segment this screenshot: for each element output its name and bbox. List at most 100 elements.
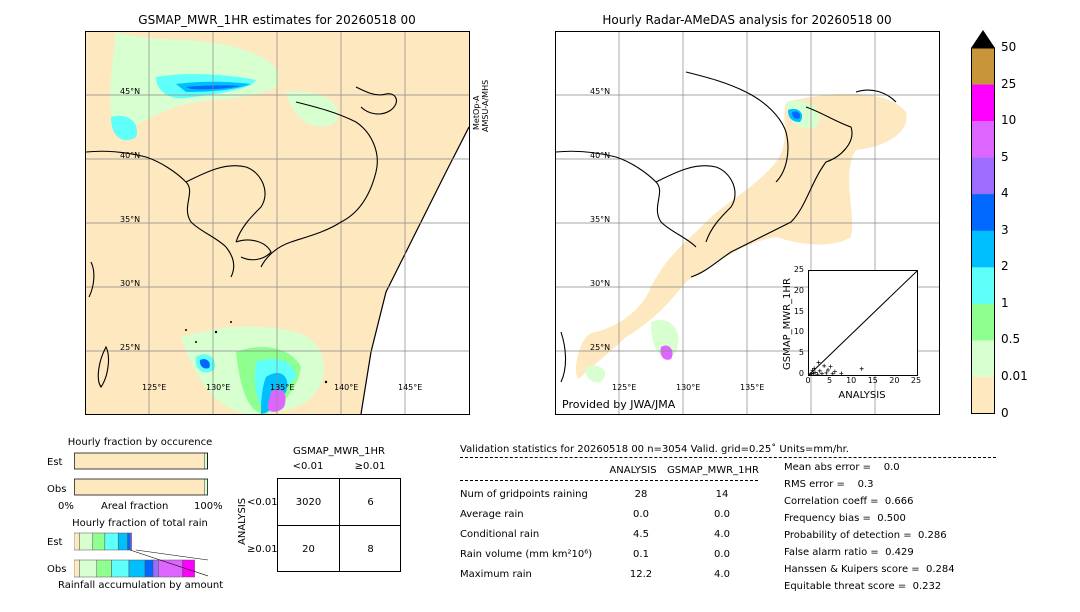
stat-row-analysis: 0.0 [633, 509, 649, 520]
scatter-plot [809, 271, 917, 375]
score-line: Correlation coeff = 0.666 [784, 496, 914, 507]
occurrence-xlabel: Areal fraction [101, 501, 169, 512]
scatter-point [813, 370, 818, 375]
one-to-one-line [809, 271, 917, 375]
colorbar-band [971, 267, 995, 305]
occurrence-chart [73, 452, 209, 497]
left-lat-label: 40°N [120, 151, 141, 160]
contingency-row-header: ≥0.01 [247, 544, 278, 555]
connector-line [129, 549, 209, 577]
occurrence-tick-0: 0% [58, 501, 74, 512]
scatter-point [859, 366, 864, 371]
score-line: Frequency bias = 0.500 [784, 513, 906, 524]
bar-segment [117, 532, 128, 551]
scatter-xtick-label: 10 [846, 376, 857, 385]
bar-segment [204, 452, 208, 470]
colorbar-label: 1 [1001, 295, 1009, 310]
right-lat-label: 30°N [590, 279, 611, 288]
scatter-point [832, 369, 837, 374]
occurrence-est-label: Est [47, 457, 63, 468]
colorbar-label: 0 [1001, 405, 1009, 420]
score-line: False alarm ratio = 0.429 [784, 547, 914, 558]
contingency-col-header: ≥0.01 [354, 461, 386, 472]
right-lon-label: 130°E [676, 383, 701, 392]
scatter-point [839, 371, 844, 375]
score-line: Mean abs error = 0.0 [784, 462, 900, 473]
bar-segment [104, 532, 119, 551]
stat-row-analysis: 4.5 [633, 529, 649, 540]
bar-segment [182, 559, 195, 578]
right-lat-label: 40°N [590, 151, 611, 160]
stat-row-gsmap: 14 [715, 489, 729, 500]
stat-row-label: Average rain [460, 509, 524, 520]
stat-row-gsmap: 0.0 [714, 549, 730, 560]
scatter-point [809, 371, 814, 375]
left-lon-label: 130°E [206, 383, 231, 392]
bar-segment [144, 559, 154, 578]
scatter-point [824, 370, 829, 375]
right-lat-label: 45°N [590, 87, 611, 96]
satellite-label: MetOp-A [472, 95, 481, 130]
occurrence-tick-100: 100% [194, 501, 223, 512]
colorbar-label: 10 [1001, 113, 1017, 128]
colorbar-graphic [971, 30, 995, 414]
bar-segment [111, 559, 130, 578]
left-lat-label: 25°N [120, 343, 141, 352]
colorbar-label: 0.01 [1001, 368, 1028, 383]
bar-segment [128, 559, 146, 578]
right-map: 45°N 40°N 35°N 30°N 25°N 125°E 130°E 135… [555, 31, 940, 415]
colorbar-label: 5 [1001, 149, 1009, 164]
scatter-point [822, 363, 827, 368]
colorbar-extend-arrow [971, 30, 995, 48]
stat-row-gsmap: 4.0 [714, 569, 730, 580]
stat-row-analysis: 12.2 [629, 569, 653, 580]
total-rain-est-label: Est [47, 537, 63, 548]
contingency-cell: 6 [367, 497, 374, 508]
left-map: 45°N 40°N 35°N 30°N 25°N 125°E 130°E 135… [85, 31, 470, 415]
left-lat-label: 30°N [120, 279, 141, 288]
total-rain-obs-label: Obs [47, 564, 67, 575]
stat-row-label: Maximum rain [460, 569, 532, 580]
score-line: Hanssen & Kuipers score = 0.284 [784, 564, 955, 575]
contingency-cell: 20 [302, 544, 315, 555]
colorbar-band [971, 303, 995, 341]
colorbar-band [971, 340, 995, 378]
scatter-plot-area [808, 270, 918, 376]
bar-frame [74, 478, 208, 496]
total-rain-xlabel: Rainfall accumulation by amount [58, 580, 224, 591]
left-lon-label: 125°E [142, 383, 167, 392]
scatter-ytick-label: 10 [793, 327, 804, 337]
sensor-label: AMSU-A/MHS [481, 79, 490, 132]
score-line: Equitable threat score = 0.232 [784, 581, 942, 592]
colorbar-band [971, 84, 995, 122]
total-rain-title: Hourly fraction of total rain [72, 518, 208, 529]
scatter-ytick-label: 15 [793, 306, 804, 316]
colorbar-band [971, 121, 995, 158]
colorbar-band [971, 230, 995, 268]
bar-segment [152, 559, 159, 578]
contingency-col-header: <0.01 [292, 461, 324, 472]
scatter-ytick-label: 20 [793, 285, 804, 295]
stat-row-gsmap: 4.0 [714, 529, 730, 540]
scatter-point [810, 368, 815, 373]
colorbar-label: 25 [1001, 76, 1017, 91]
left-lon-label: 135°E [270, 383, 295, 392]
occurrence-obs-label: Obs [47, 484, 67, 495]
score-line: Probability of detection = 0.286 [784, 530, 947, 541]
scatter-xtick-label: 0 [805, 376, 811, 385]
score-line: RMS error = 0.3 [784, 479, 874, 490]
scatter-xtick-label: 20 [889, 376, 900, 385]
stat-row-analysis: 0.1 [633, 549, 649, 560]
bar-segment [158, 559, 183, 578]
col-analysis-header: ANALYSIS [609, 465, 657, 476]
col-gsmap-header: GSMAP_MWR_1HR [667, 465, 759, 476]
scatter-point [819, 371, 824, 375]
occurrence-title: Hourly fraction by occurence [67, 437, 213, 448]
stat-row-label: Rain volume (mm km²10⁶) [460, 549, 593, 560]
bar-segment [79, 532, 94, 551]
colorbar-label: 50 [1001, 40, 1017, 54]
right-lon-label: 135°E [740, 383, 765, 392]
bar-segment [96, 559, 112, 578]
colorbar-label: 0.5 [1001, 332, 1021, 347]
bar-segment [79, 559, 98, 578]
